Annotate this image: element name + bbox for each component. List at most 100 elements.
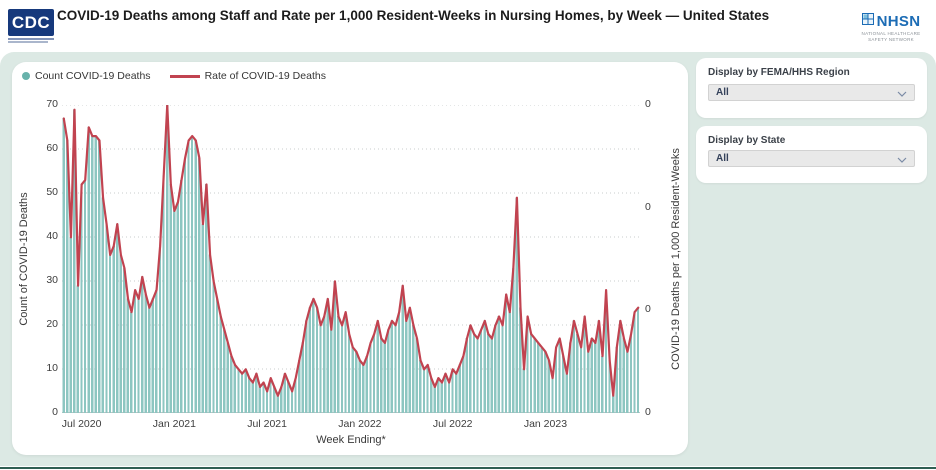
count-bar[interactable] xyxy=(426,364,429,413)
count-bar[interactable] xyxy=(626,351,629,413)
count-bar[interactable] xyxy=(190,135,194,413)
count-bar[interactable] xyxy=(126,298,130,413)
count-bar[interactable] xyxy=(69,237,72,413)
count-bar[interactable] xyxy=(258,386,262,413)
count-bar[interactable] xyxy=(490,338,493,413)
count-bar[interactable] xyxy=(180,179,183,413)
count-bar[interactable] xyxy=(101,197,105,413)
count-bar[interactable] xyxy=(73,109,76,413)
count-bar[interactable] xyxy=(422,369,426,413)
count-bar[interactable] xyxy=(608,360,611,413)
count-bar[interactable] xyxy=(212,281,215,413)
count-bar[interactable] xyxy=(237,369,240,413)
count-bar[interactable] xyxy=(558,338,561,413)
count-bar[interactable] xyxy=(597,320,600,413)
count-bar[interactable] xyxy=(294,377,297,413)
count-bar[interactable] xyxy=(444,373,447,413)
count-bar[interactable] xyxy=(415,338,419,413)
count-bar[interactable] xyxy=(494,325,497,413)
count-bar[interactable] xyxy=(240,373,244,413)
count-bar[interactable] xyxy=(458,364,461,413)
count-bar[interactable] xyxy=(333,281,336,413)
count-bar[interactable] xyxy=(162,175,165,413)
count-bar[interactable] xyxy=(183,157,187,413)
count-bar[interactable] xyxy=(519,307,522,413)
count-bar[interactable] xyxy=(408,307,411,413)
count-bar[interactable] xyxy=(337,316,340,413)
count-bar[interactable] xyxy=(383,342,386,413)
count-bar[interactable] xyxy=(358,360,361,413)
count-bar[interactable] xyxy=(215,298,219,413)
count-bar[interactable] xyxy=(205,184,208,413)
count-bar[interactable] xyxy=(390,320,394,413)
count-bar[interactable] xyxy=(108,254,112,413)
count-bar[interactable] xyxy=(551,377,554,413)
count-bar[interactable] xyxy=(80,184,83,413)
count-bar[interactable] xyxy=(554,347,558,413)
count-bar[interactable] xyxy=(619,320,622,413)
count-bar[interactable] xyxy=(283,373,287,413)
count-bar[interactable] xyxy=(454,373,458,413)
count-bar[interactable] xyxy=(66,140,69,413)
count-bar[interactable] xyxy=(515,197,518,413)
count-bar[interactable] xyxy=(308,307,311,413)
count-bar[interactable] xyxy=(529,333,533,413)
count-bar[interactable] xyxy=(429,377,433,413)
count-bar[interactable] xyxy=(340,325,344,413)
count-bars-and-rate-line-chart[interactable] xyxy=(62,105,640,413)
count-bar[interactable] xyxy=(629,333,633,413)
count-bar[interactable] xyxy=(262,382,265,413)
rate-line[interactable] xyxy=(62,105,640,397)
count-bar[interactable] xyxy=(412,325,415,413)
count-bar[interactable] xyxy=(115,223,119,413)
count-bar[interactable] xyxy=(230,355,233,413)
count-bar[interactable] xyxy=(233,364,237,413)
count-bar[interactable] xyxy=(276,395,279,413)
count-bar[interactable] xyxy=(437,377,440,413)
count-bar[interactable] xyxy=(604,289,608,413)
count-bar[interactable] xyxy=(376,320,379,413)
count-bar[interactable] xyxy=(433,386,436,413)
count-bar[interactable] xyxy=(401,285,404,413)
count-bar[interactable] xyxy=(544,351,547,413)
count-bar[interactable] xyxy=(244,369,247,413)
count-bar[interactable] xyxy=(576,333,579,413)
count-bar[interactable] xyxy=(419,360,422,413)
count-bar[interactable] xyxy=(504,294,508,413)
count-bar[interactable] xyxy=(130,311,133,413)
count-bar[interactable] xyxy=(330,329,333,413)
count-bar[interactable] xyxy=(465,338,468,413)
count-bar[interactable] xyxy=(355,351,358,413)
count-bar[interactable] xyxy=(148,307,151,413)
state-dropdown[interactable]: All xyxy=(708,150,915,167)
count-bar[interactable] xyxy=(297,360,301,413)
count-bar[interactable] xyxy=(144,294,147,413)
count-bar[interactable] xyxy=(76,285,80,413)
count-bar[interactable] xyxy=(173,210,176,413)
count-bar[interactable] xyxy=(169,184,172,413)
count-bar[interactable] xyxy=(112,245,115,413)
count-bar[interactable] xyxy=(526,316,529,413)
count-bar[interactable] xyxy=(540,347,543,413)
count-bar[interactable] xyxy=(90,135,94,413)
region-dropdown[interactable]: All xyxy=(708,84,915,101)
count-bar[interactable] xyxy=(583,316,586,413)
count-bar[interactable] xyxy=(94,135,97,413)
count-bar[interactable] xyxy=(365,355,369,413)
count-bar[interactable] xyxy=(569,342,572,413)
count-bar[interactable] xyxy=(98,140,101,413)
count-bar[interactable] xyxy=(198,157,201,413)
count-bar[interactable] xyxy=(133,289,137,413)
count-bar[interactable] xyxy=(479,329,483,413)
count-bar[interactable] xyxy=(347,333,351,413)
count-bar[interactable] xyxy=(476,338,479,413)
count-bar[interactable] xyxy=(201,223,204,413)
count-bar[interactable] xyxy=(287,382,290,413)
count-bar[interactable] xyxy=(269,377,272,413)
count-bar[interactable] xyxy=(251,382,254,413)
count-bar[interactable] xyxy=(219,316,222,413)
count-bar[interactable] xyxy=(62,118,65,413)
chart-plot-area[interactable] xyxy=(62,105,640,413)
count-bar[interactable] xyxy=(105,223,108,413)
count-bar[interactable] xyxy=(533,338,536,413)
